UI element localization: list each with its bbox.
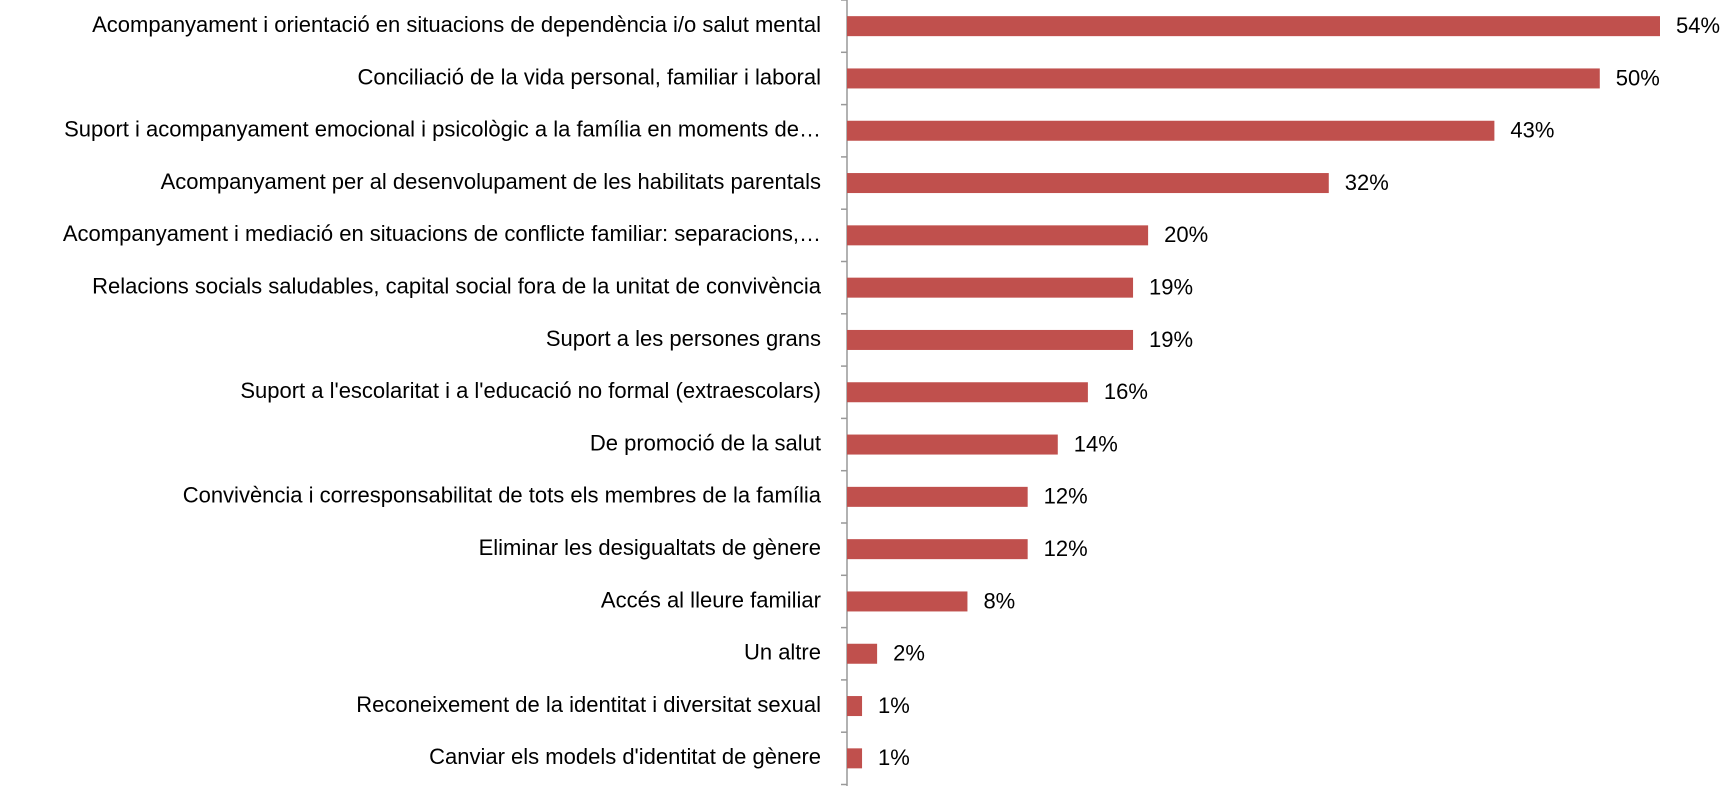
data-label: 50%	[1616, 65, 1660, 90]
category-label: Reconeixement de la identitat i diversit…	[356, 692, 821, 717]
category-label: Canviar els models d'identitat de gènere	[429, 744, 821, 769]
category-label: De promoció de la salut	[590, 430, 821, 455]
data-label: 1%	[878, 693, 910, 718]
bar	[847, 748, 863, 769]
data-label: 14%	[1074, 431, 1118, 456]
category-label: Suport a les persones grans	[546, 326, 821, 351]
bar	[847, 486, 1028, 507]
category-label: Accés al lleure familiar	[601, 587, 821, 612]
bar	[847, 16, 1660, 37]
data-label: 19%	[1149, 274, 1193, 299]
data-label: 2%	[893, 641, 925, 666]
bar	[847, 173, 1329, 194]
bar	[847, 329, 1134, 350]
bar	[847, 382, 1088, 403]
category-label: Acompanyament i mediació en situacions d…	[63, 221, 821, 246]
data-label: 43%	[1510, 118, 1554, 143]
bar	[847, 591, 968, 612]
category-label: Conciliació de la vida personal, familia…	[358, 64, 821, 89]
category-label: Acompanyament i orientació en situacions…	[92, 12, 821, 37]
data-label: 12%	[1044, 484, 1088, 509]
data-label: 54%	[1676, 13, 1720, 38]
bar	[847, 643, 878, 664]
bar	[847, 539, 1028, 560]
data-label: 32%	[1345, 170, 1389, 195]
bar	[847, 696, 863, 717]
bar	[847, 225, 1149, 246]
category-label: Un altre	[744, 640, 821, 665]
data-label: 1%	[878, 745, 910, 770]
data-label: 12%	[1044, 536, 1088, 561]
category-label: Acompanyament per al desenvolupament de …	[161, 169, 821, 194]
category-label: Convivència i corresponsabilitat de tots…	[183, 483, 822, 508]
category-label: Suport i acompanyament emocional i psico…	[64, 117, 821, 142]
category-label: Relacions socials saludables, capital so…	[92, 273, 822, 298]
bar	[847, 68, 1600, 89]
data-label: 20%	[1164, 222, 1208, 247]
category-label: Eliminar les desigualtats de gènere	[479, 535, 821, 560]
data-label: 16%	[1104, 379, 1148, 404]
bar	[847, 120, 1495, 141]
bar	[847, 434, 1058, 455]
category-label: Suport a l'escolaritat i a l'educació no…	[240, 378, 821, 403]
data-label: 19%	[1149, 327, 1193, 352]
bar	[847, 277, 1134, 298]
data-label: 8%	[983, 588, 1015, 613]
